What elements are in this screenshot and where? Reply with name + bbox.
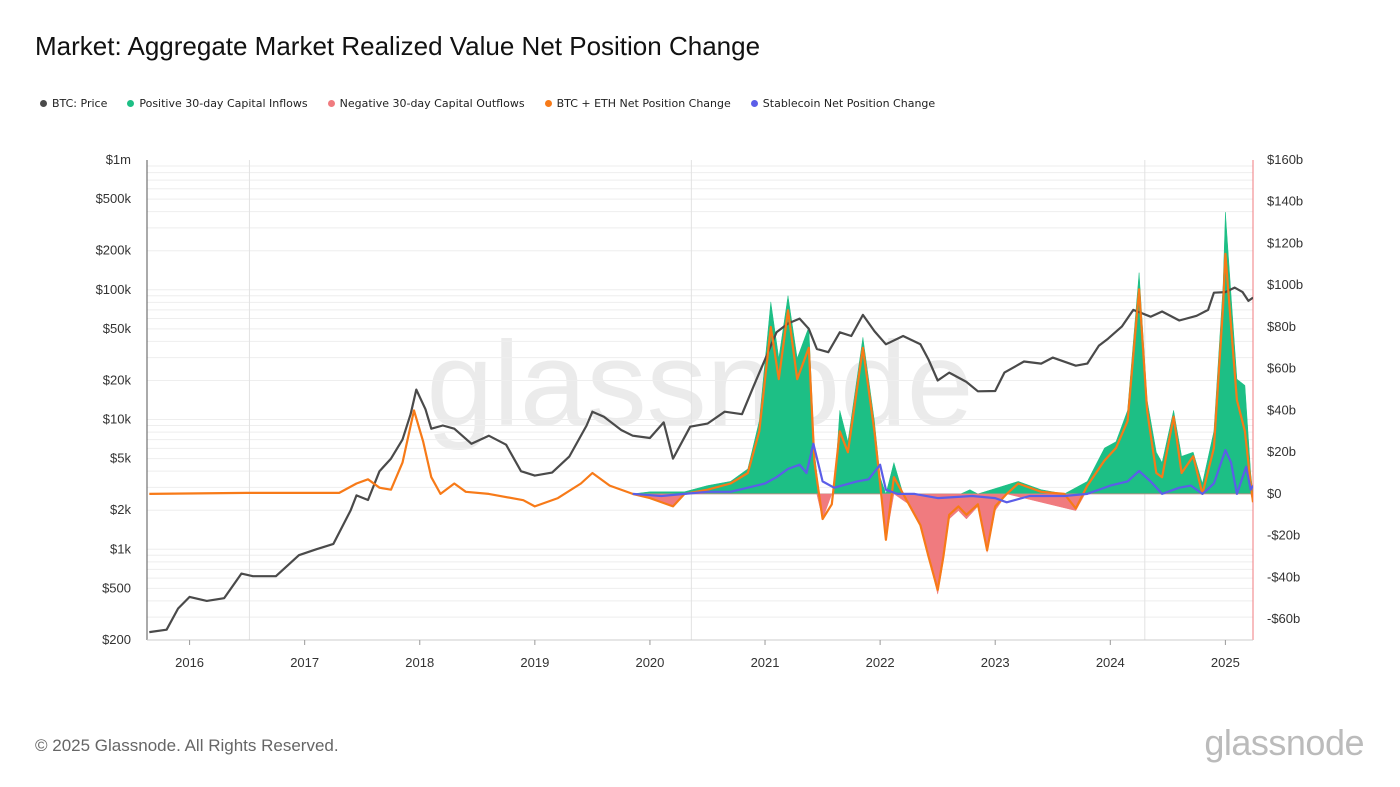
stablecoin-net-position-change-line bbox=[632, 442, 1253, 504]
legend-label: Positive 30-day Capital Inflows bbox=[139, 97, 308, 110]
left-tick-label: $100k bbox=[96, 282, 132, 297]
left-tick-label: $10k bbox=[103, 412, 132, 427]
left-tick-label: $500 bbox=[102, 580, 131, 595]
page-title: Market: Aggregate Market Realized Value … bbox=[35, 31, 761, 61]
x-tick-label: 2020 bbox=[635, 655, 664, 670]
x-tick-label: 2021 bbox=[751, 655, 780, 670]
copyright: © 2025 Glassnode. All Rights Reserved. bbox=[35, 736, 339, 755]
x-tick-label: 2017 bbox=[290, 655, 319, 670]
legend-dot-icon bbox=[750, 100, 758, 107]
left-tick-label: $20k bbox=[103, 372, 132, 387]
right-tick-label: $140b bbox=[1267, 194, 1303, 209]
x-tick-label: 2018 bbox=[405, 655, 434, 670]
legend-dot-icon bbox=[544, 100, 552, 107]
x-tick-label: 2023 bbox=[981, 655, 1010, 670]
right-tick-label: $80b bbox=[1267, 319, 1296, 334]
btc-price-line bbox=[149, 286, 1253, 634]
btc-eth-net-position-change-line bbox=[149, 252, 1253, 591]
right-tick-label: $100b bbox=[1267, 277, 1303, 292]
legend-label: Negative 30-day Capital Outflows bbox=[339, 97, 525, 110]
right-tick-label: $20b bbox=[1267, 444, 1296, 459]
right-tick-label: $60b bbox=[1267, 361, 1296, 376]
legend-item[interactable]: BTC + ETH Net Position Change bbox=[544, 97, 731, 110]
left-tick-label: $200 bbox=[102, 632, 131, 647]
legend-label: Stablecoin Net Position Change bbox=[762, 97, 936, 110]
left-tick-label: $1m bbox=[106, 152, 131, 167]
legend: BTC: Price Positive 30-day Capital Inflow… bbox=[40, 97, 935, 110]
right-tick-label: $40b bbox=[1267, 402, 1296, 417]
legend-item[interactable]: Negative 30-day Capital Outflows bbox=[327, 97, 525, 110]
left-tick-label: $200k bbox=[96, 243, 132, 258]
legend-label: BTC: Price bbox=[52, 97, 108, 110]
left-tick-label: $2k bbox=[110, 502, 131, 517]
legend-item[interactable]: Stablecoin Net Position Change bbox=[750, 97, 936, 110]
negative-30-day-capital-outflows-area bbox=[632, 493, 1253, 595]
x-tick-label: 2016 bbox=[175, 655, 204, 670]
legend-dot-icon bbox=[127, 100, 135, 107]
legend-dot-icon bbox=[327, 100, 335, 107]
right-tick-label: $120b bbox=[1267, 235, 1303, 250]
x-tick-label: 2022 bbox=[866, 655, 895, 670]
left-tick-label: $5k bbox=[110, 451, 131, 466]
legend-label: BTC + ETH Net Position Change bbox=[556, 97, 731, 110]
right-tick-label: $0 bbox=[1267, 486, 1281, 501]
x-tick-label: 2025 bbox=[1211, 655, 1240, 670]
right-tick-label: -$40b bbox=[1267, 569, 1300, 584]
right-tick-label: -$20b bbox=[1267, 528, 1300, 543]
legend-item[interactable]: Positive 30-day Capital Inflows bbox=[127, 97, 308, 110]
right-tick-label: -$60b bbox=[1267, 611, 1300, 626]
watermark: glassnode bbox=[426, 317, 973, 451]
left-tick-label: $1k bbox=[110, 541, 131, 556]
x-tick-label: 2019 bbox=[520, 655, 549, 670]
right-tick-label: $160b bbox=[1267, 152, 1303, 167]
glassnode-logo: glassnode bbox=[1204, 722, 1364, 763]
x-tick-label: 2024 bbox=[1096, 655, 1125, 670]
legend-item[interactable]: BTC: Price bbox=[40, 97, 107, 110]
left-tick-label: $500k bbox=[96, 191, 132, 206]
left-tick-label: $50k bbox=[103, 321, 132, 336]
legend-dot-icon bbox=[40, 100, 47, 107]
